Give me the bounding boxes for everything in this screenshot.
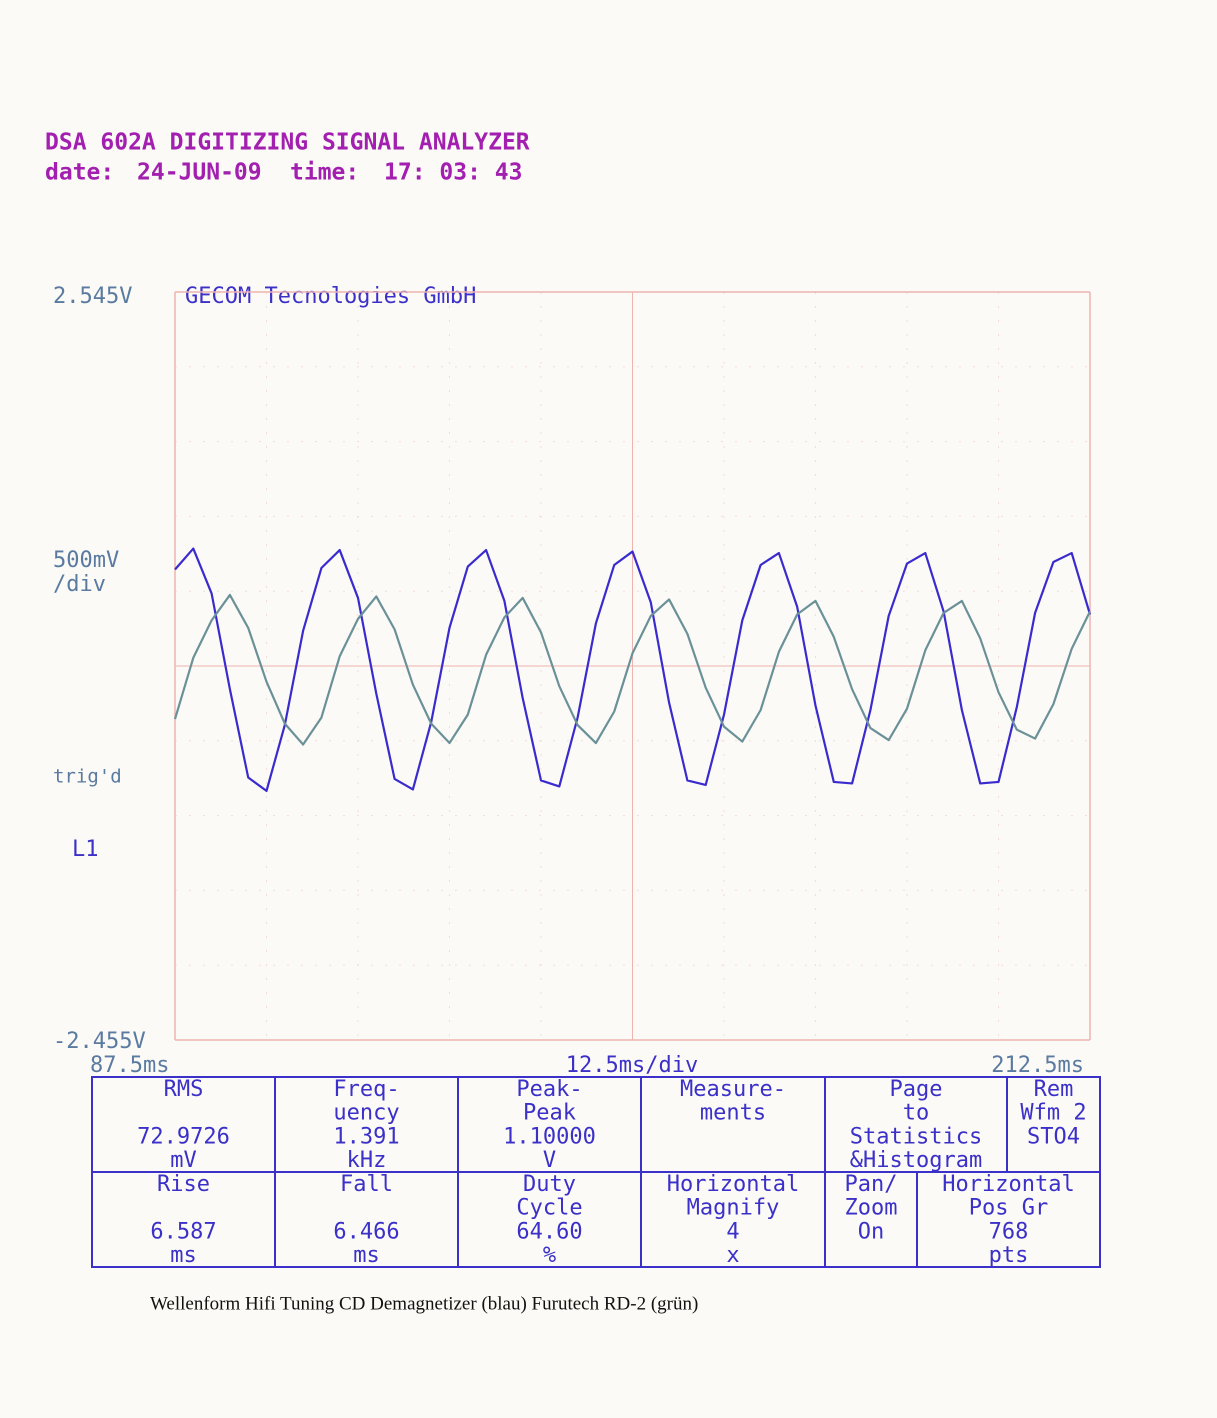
cell-label: Pos Gr: [969, 1196, 1048, 1221]
x-tick-label: 212.5ms: [991, 1053, 1084, 1078]
cell-value: 72.9726: [137, 1124, 230, 1149]
cell-label: Magnify: [687, 1196, 780, 1221]
cell-label: STO4: [1027, 1124, 1080, 1149]
time: 17: 03: 43: [384, 160, 522, 186]
waveform: [173, 593, 1091, 746]
cell-label: Peak: [523, 1101, 576, 1126]
cell-label: Duty: [523, 1172, 576, 1197]
hscale: 12.5ms/div: [566, 1053, 698, 1078]
time-label: time:: [290, 160, 359, 186]
cell-value: 6.466: [333, 1219, 399, 1244]
cell-value: 768: [989, 1219, 1029, 1244]
cell-unit: pts: [989, 1243, 1029, 1268]
cell-unit: mV: [170, 1148, 197, 1173]
cell-unit: ms: [170, 1243, 197, 1268]
cell-label: Fall: [340, 1172, 393, 1197]
cell-label: Peak-: [516, 1077, 582, 1102]
cell-unit: kHz: [347, 1148, 387, 1173]
cell-label: Wfm 2: [1020, 1101, 1086, 1126]
channel: L1: [72, 837, 99, 862]
vscale: /div: [53, 572, 106, 597]
cell-unit: V: [543, 1148, 556, 1173]
cell-label: Cycle: [516, 1196, 582, 1221]
cell-label: uency: [333, 1101, 399, 1126]
cell-label: Statistics: [850, 1124, 982, 1149]
cell-value: 6.587: [150, 1219, 216, 1244]
cell-label: Zoom: [845, 1196, 898, 1221]
cell-unit: %: [543, 1243, 556, 1268]
cell-label: Freq-: [333, 1077, 399, 1102]
cell-value: 1.391: [333, 1124, 399, 1149]
cell-label: ments: [700, 1101, 766, 1126]
date-label: date:: [45, 160, 114, 186]
cell-value: 4: [726, 1219, 739, 1244]
cell-unit: x: [726, 1243, 739, 1268]
date: 24-JUN-09: [137, 160, 262, 186]
cell-value: 1.10000: [503, 1124, 596, 1149]
cell-label: Page: [890, 1077, 943, 1102]
y-tick-label: -2.455V: [53, 1029, 146, 1054]
chart-title: GECOM Tecnologies GmbH: [185, 284, 476, 309]
y-tick-label: 2.545V: [53, 284, 132, 309]
cell-label: On: [858, 1219, 885, 1244]
cell-label: Horizontal: [667, 1172, 799, 1197]
cell-unit: ms: [353, 1243, 380, 1268]
header-title: DSA 602A DIGITIZING SIGNAL ANALYZER: [45, 130, 530, 156]
cell-label: Rise: [157, 1172, 210, 1197]
cell-label: Measure-: [680, 1077, 786, 1102]
cell-label: &Histogram: [850, 1148, 982, 1173]
cell-label: to: [903, 1101, 930, 1126]
cell-value: 64.60: [516, 1219, 582, 1244]
waveform: [174, 547, 1092, 793]
x-tick-label: 87.5ms: [90, 1053, 169, 1078]
cell-label: RMS: [164, 1077, 204, 1102]
trigger: trig'd: [53, 766, 122, 788]
vscale: 500mV: [53, 548, 119, 573]
cell-label: Horizontal: [942, 1172, 1074, 1197]
cell-label: Rem: [1034, 1077, 1074, 1102]
cell-label: Pan/: [845, 1172, 898, 1197]
caption: Wellenform Hifi Tuning CD Demagnetizer (…: [150, 1293, 698, 1314]
